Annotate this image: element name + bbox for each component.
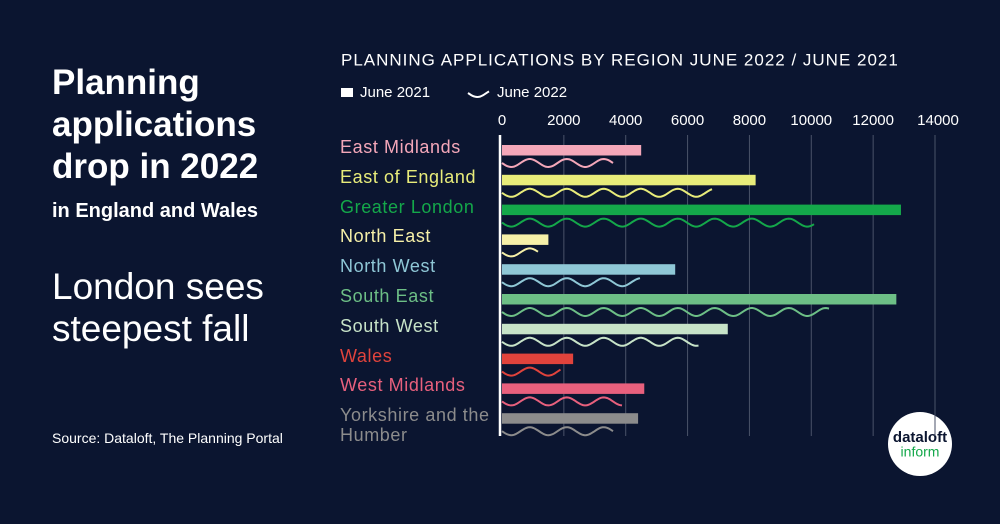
legend-label: June 2021 bbox=[360, 84, 430, 101]
wave-bar bbox=[501, 217, 815, 228]
chart-title: PLANNING APPLICATIONS BY REGION JUNE 202… bbox=[341, 50, 899, 69]
wave-bar bbox=[501, 306, 830, 318]
x-tick-label: 14000 bbox=[917, 112, 959, 129]
category-label: Yorkshire and the Humber bbox=[340, 405, 490, 446]
x-tick-label: 12000 bbox=[852, 112, 894, 129]
category-label: South West bbox=[340, 315, 439, 336]
bar bbox=[502, 234, 549, 245]
x-tick-label: 8000 bbox=[733, 112, 766, 129]
x-tick-label: 10000 bbox=[790, 112, 832, 129]
wave-bar bbox=[501, 426, 614, 437]
legend-swatch bbox=[467, 90, 490, 99]
bar bbox=[502, 413, 639, 424]
logo-badge bbox=[888, 412, 952, 476]
source: Source: Dataloft, The Planning Portal bbox=[52, 430, 283, 446]
category-label: East Midlands bbox=[340, 137, 461, 157]
wave-bar bbox=[501, 247, 539, 258]
category-label: West Midlands bbox=[340, 375, 466, 396]
bar bbox=[502, 264, 676, 275]
bar bbox=[502, 294, 897, 305]
category-label: Wales bbox=[340, 345, 393, 366]
x-tick-label: 0 bbox=[498, 112, 506, 129]
category-label: North East bbox=[340, 226, 432, 247]
wave-bar bbox=[501, 277, 641, 288]
wave-bar bbox=[501, 157, 614, 169]
category-label: Greater London bbox=[340, 196, 475, 217]
x-tick-label: 6000 bbox=[671, 112, 704, 129]
headline: Planning applications drop in 2022 bbox=[52, 63, 259, 186]
wave-bar bbox=[501, 187, 713, 198]
bar bbox=[502, 353, 574, 365]
logo-top: dataloft bbox=[893, 429, 947, 446]
wave-bar bbox=[501, 366, 562, 377]
x-tick-label: 4000 bbox=[609, 112, 642, 129]
bar bbox=[502, 383, 645, 394]
bar bbox=[502, 145, 642, 156]
bar bbox=[502, 323, 728, 335]
bar bbox=[502, 174, 756, 186]
category-label: East of England bbox=[340, 166, 477, 187]
bar bbox=[502, 204, 901, 216]
legend-label: June 2022 bbox=[497, 84, 567, 101]
legend-swatch bbox=[341, 88, 353, 97]
category-label: North West bbox=[340, 256, 436, 277]
category-label: South East bbox=[340, 286, 435, 306]
subheadline: in England and Wales bbox=[52, 200, 258, 222]
wave-bar bbox=[501, 396, 623, 407]
wave-bar bbox=[501, 336, 699, 347]
logo-bottom: inform bbox=[901, 444, 940, 460]
x-tick-label: 2000 bbox=[547, 112, 580, 129]
tagline: London sees steepest fall bbox=[52, 266, 264, 349]
